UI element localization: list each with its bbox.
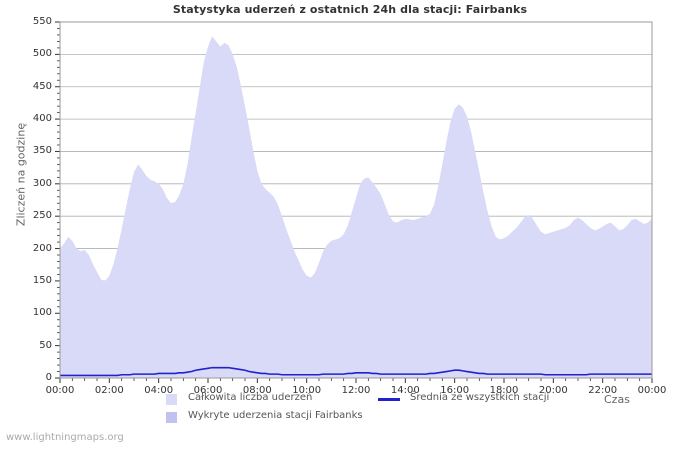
y-tick-label: 350	[32, 145, 52, 157]
y-tick-label: 50	[39, 339, 52, 351]
y-tick-label: 250	[32, 210, 52, 222]
legend-label-average: Średnia ze wszystkich stacji	[410, 392, 550, 403]
chart-title: Statystyka uderzeń z ostatnich 24h dla s…	[172, 3, 528, 16]
x-axis-label: Czas	[604, 393, 630, 406]
x-tick-label: 12:00	[341, 385, 371, 396]
x-tick-label: 04:00	[144, 385, 174, 396]
y-tick-label: 450	[32, 80, 52, 92]
y-tick-label: 100	[32, 307, 52, 319]
x-tick-label: 16:00	[440, 385, 470, 396]
y-axis-ticks	[55, 21, 60, 379]
y-tick-label: 300	[32, 177, 52, 189]
area-total-strikes	[60, 36, 652, 379]
legend-label-station-strikes: Wykryte uderzenia stacji Fairbanks	[188, 410, 363, 421]
y-tick-label: 550	[32, 16, 52, 27]
y-tick-label: 500	[32, 48, 52, 60]
x-tick-label: 00:00	[45, 385, 75, 396]
plot-frame	[59, 21, 653, 379]
x-tick-label: 06:00	[193, 385, 223, 396]
x-tick-label: 18:00	[489, 385, 519, 396]
legend-line-average	[378, 398, 400, 401]
x-tick-label: 00:00	[637, 385, 667, 396]
x-tick-label: 10:00	[292, 385, 322, 396]
line-average-all-stations	[60, 366, 652, 377]
y-tick-label: 150	[32, 274, 52, 286]
legend-swatch-station-strikes	[166, 412, 177, 423]
chart-legend: Całkowita liczba uderzeń Wykryte uderzen…	[0, 392, 700, 428]
x-tick-label: 08:00	[242, 385, 272, 396]
watermark: www.lightningmaps.org	[6, 432, 124, 443]
x-tick-label: 02:00	[94, 385, 124, 396]
x-tick-label: 14:00	[390, 385, 420, 396]
x-axis-ticks	[59, 378, 653, 383]
legend-swatch-total-strikes	[166, 394, 177, 405]
y-tick-label: 400	[32, 113, 52, 125]
x-tick-label: 20:00	[538, 385, 568, 396]
legend-label-total-strikes: Całkowita liczba uderzeń	[188, 392, 313, 403]
x-tick-label: 22:00	[588, 385, 618, 396]
y-tick-label: 0	[45, 372, 52, 383]
y-tick-label: 200	[32, 242, 52, 254]
